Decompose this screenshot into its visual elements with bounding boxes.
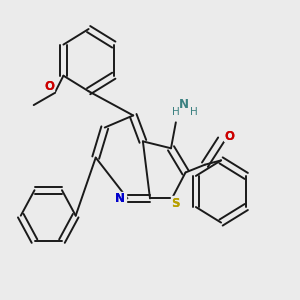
Text: N: N [115,192,125,205]
Text: N: N [179,98,189,111]
Text: O: O [224,130,234,143]
Text: O: O [45,80,55,93]
Bar [171,196,184,209]
Text: O: O [45,80,55,93]
Text: H: H [172,107,180,117]
Text: O: O [224,130,234,143]
Text: N: N [115,192,125,205]
Bar [224,131,236,141]
Bar [115,192,126,205]
Text: S: S [171,197,179,210]
Text: H: H [190,107,197,117]
Text: S: S [171,197,179,210]
Bar [42,82,54,91]
